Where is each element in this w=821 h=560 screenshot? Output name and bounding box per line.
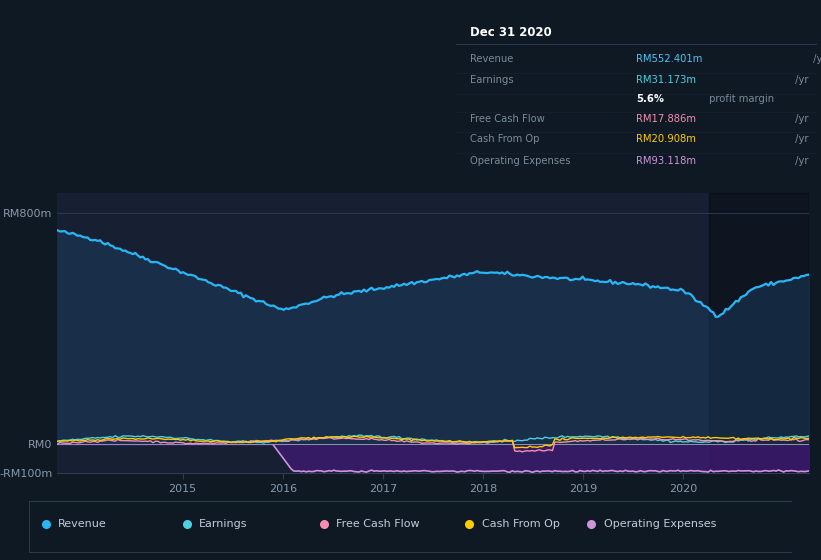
Text: /yr: /yr: [810, 54, 821, 64]
Text: RM552.401m: RM552.401m: [636, 54, 703, 64]
Text: /yr: /yr: [792, 134, 809, 144]
Text: Earnings: Earnings: [199, 519, 247, 529]
Text: Revenue: Revenue: [470, 54, 513, 64]
Bar: [709, 193, 809, 473]
Text: RM31.173m: RM31.173m: [636, 76, 696, 85]
Text: profit margin: profit margin: [705, 94, 773, 104]
Text: Dec 31 2020: Dec 31 2020: [470, 26, 552, 39]
Text: RM20.908m: RM20.908m: [636, 134, 696, 144]
Text: Earnings: Earnings: [470, 76, 514, 85]
Text: Cash From Op: Cash From Op: [470, 134, 539, 144]
Text: Cash From Op: Cash From Op: [481, 519, 559, 529]
Text: Revenue: Revenue: [57, 519, 107, 529]
Text: RM17.886m: RM17.886m: [636, 114, 696, 124]
Text: /yr: /yr: [792, 156, 809, 166]
Text: Operating Expenses: Operating Expenses: [470, 156, 571, 166]
Text: Operating Expenses: Operating Expenses: [603, 519, 716, 529]
Text: 5.6%: 5.6%: [636, 94, 664, 104]
Text: /yr: /yr: [792, 76, 809, 85]
Text: /yr: /yr: [792, 114, 809, 124]
Text: Free Cash Flow: Free Cash Flow: [337, 519, 420, 529]
Text: RM93.118m: RM93.118m: [636, 156, 696, 166]
Text: Free Cash Flow: Free Cash Flow: [470, 114, 545, 124]
